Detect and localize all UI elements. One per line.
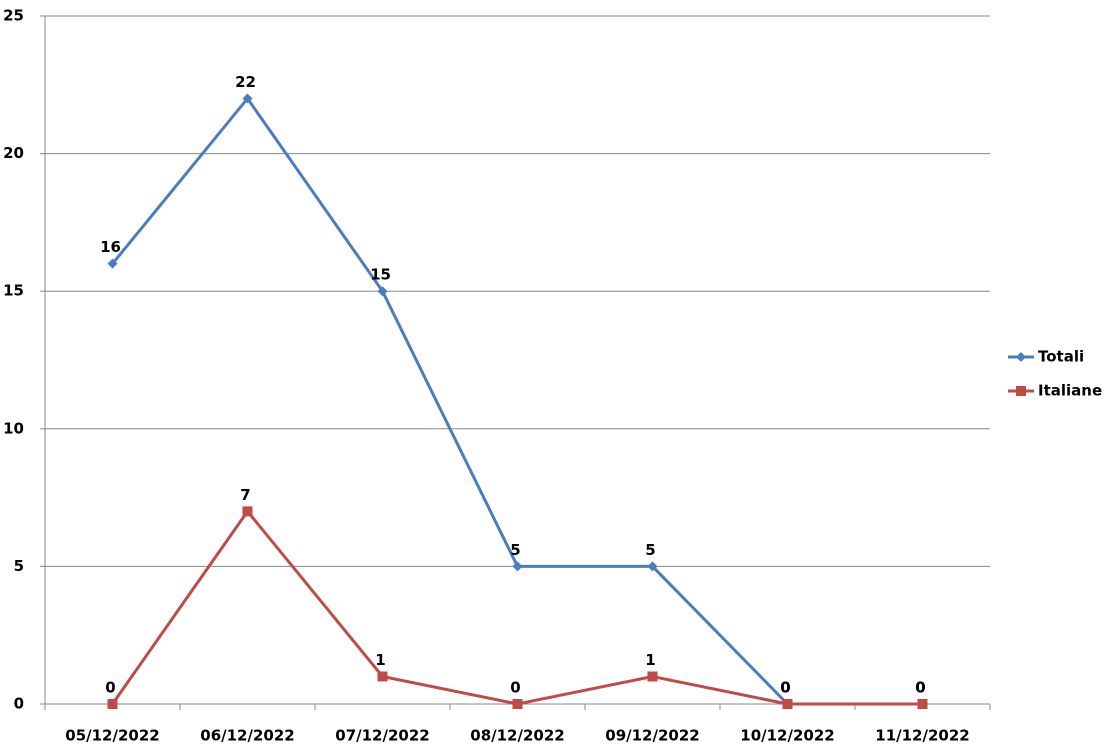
x-tick-label: 08/12/2022 [470, 727, 564, 745]
x-tick-label: 05/12/2022 [65, 727, 159, 745]
data-label: 0 [780, 679, 790, 697]
marker [1016, 352, 1026, 362]
marker [377, 286, 388, 297]
marker [917, 699, 928, 709]
x-tick-label: 11/12/2022 [875, 727, 969, 745]
y-tick-label: 25 [3, 7, 24, 25]
y-tick-label: 0 [14, 695, 24, 713]
marker [647, 671, 658, 682]
marker [107, 258, 118, 269]
marker [377, 671, 388, 682]
marker [1016, 386, 1026, 396]
legend-label: Italiane [1038, 382, 1102, 400]
data-label: 0 [915, 679, 925, 697]
marker [242, 506, 253, 517]
marker [782, 699, 793, 709]
x-tick-label: 10/12/2022 [740, 727, 834, 745]
data-label: 16 [100, 238, 121, 256]
y-tick-label: 10 [3, 419, 24, 437]
data-label: 1 [645, 651, 655, 669]
marker [242, 93, 253, 104]
data-label: 0 [105, 679, 115, 697]
marker [512, 561, 523, 572]
marker [512, 699, 523, 709]
marker [647, 561, 658, 572]
series-line [111, 96, 923, 706]
data-label: 7 [240, 486, 250, 504]
data-label: 5 [510, 541, 520, 559]
legend-label: Totali [1038, 348, 1084, 366]
y-tick-label: 20 [3, 144, 24, 162]
x-tick-label: 09/12/2022 [605, 727, 699, 745]
data-label: 22 [235, 73, 256, 91]
data-label: 1 [375, 651, 385, 669]
y-tick-label: 5 [14, 557, 24, 575]
x-tick-label: 07/12/2022 [335, 727, 429, 745]
marker [107, 699, 118, 709]
data-label: 0 [780, 679, 790, 697]
data-label: 15 [370, 266, 391, 284]
data-label: 0 [510, 679, 520, 697]
y-tick-label: 15 [3, 282, 24, 300]
x-tick-label: 06/12/2022 [200, 727, 294, 745]
data-label: 0 [915, 679, 925, 697]
data-label: 5 [645, 541, 655, 559]
